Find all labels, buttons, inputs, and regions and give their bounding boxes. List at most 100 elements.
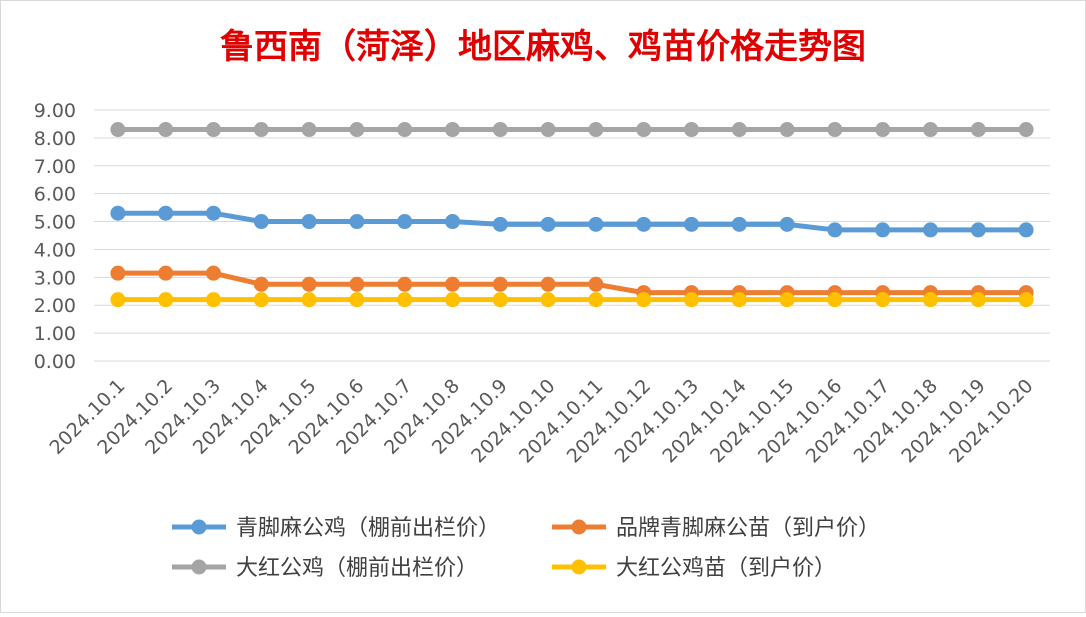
- data-point: [923, 122, 938, 138]
- data-point: [206, 205, 221, 221]
- legend-entry: 品牌青脚麻公苗（到户价）: [552, 516, 880, 541]
- data-point: [349, 292, 365, 308]
- data-point: [206, 292, 221, 308]
- data-point: [540, 292, 556, 308]
- data-point: [397, 214, 413, 230]
- y-tick-label: 0.00: [34, 351, 76, 373]
- gridlines: [94, 109, 1050, 362]
- y-tick-label: 5.00: [34, 212, 76, 234]
- data-point: [970, 122, 986, 138]
- y-tick-label: 6.00: [34, 184, 76, 206]
- data-point: [253, 276, 269, 292]
- data-point: [636, 122, 652, 138]
- data-point: [970, 292, 986, 308]
- y-tick-label: 9.00: [34, 100, 76, 122]
- y-tick-label: 7.00: [34, 156, 76, 178]
- data-point: [1018, 122, 1034, 138]
- legend-entry: 青脚麻公鸡（棚前出栏价）: [172, 516, 500, 541]
- legend-swatch-marker: [571, 559, 587, 575]
- data-point: [923, 292, 938, 308]
- data-point: [779, 292, 795, 308]
- data-point: [349, 214, 365, 230]
- data-point: [684, 122, 699, 138]
- data-point: [301, 122, 317, 138]
- data-point: [827, 222, 843, 238]
- data-point: [301, 214, 317, 230]
- data-point: [731, 216, 747, 232]
- y-tick-label: 1.00: [34, 323, 76, 345]
- data-point: [110, 292, 126, 308]
- data-point: [158, 265, 174, 281]
- data-point: [540, 122, 556, 138]
- data-point: [349, 122, 365, 138]
- series-2: [110, 122, 1034, 138]
- data-point: [492, 276, 508, 292]
- data-point: [923, 222, 938, 238]
- data-point: [110, 205, 126, 221]
- data-point: [875, 122, 891, 138]
- data-point: [445, 276, 460, 292]
- chart-title: 鲁西南（菏泽）地区麻鸡、鸡苗价格走势图: [220, 27, 866, 67]
- data-point: [684, 292, 699, 308]
- data-point: [636, 292, 652, 308]
- y-tick-label: 4.00: [34, 239, 76, 261]
- y-tick-label: 2.00: [34, 295, 76, 317]
- data-point: [158, 292, 174, 308]
- data-point: [206, 122, 221, 138]
- series-0: [110, 205, 1034, 238]
- data-point: [588, 216, 604, 232]
- legend-swatch-marker: [191, 559, 207, 575]
- legend-entry: 大红公鸡（棚前出栏价）: [172, 556, 478, 581]
- data-point: [731, 292, 747, 308]
- data-point: [779, 216, 795, 232]
- legend-swatch-marker: [571, 519, 587, 535]
- y-axis-tick-labels: 0.00 1.00 2.00 3.00 4.00 5.00 6.00 7.00 8.00 9.00: [34, 100, 76, 373]
- data-point: [779, 122, 795, 138]
- data-point: [1018, 222, 1034, 238]
- data-point: [445, 214, 460, 230]
- data-point: [253, 122, 269, 138]
- data-point: [492, 292, 508, 308]
- data-point: [588, 292, 604, 308]
- data-point: [158, 122, 174, 138]
- data-point: [875, 222, 891, 238]
- series-line: [117, 270, 1027, 296]
- data-point: [301, 276, 317, 292]
- legend-label: 大红公鸡（棚前出栏价）: [236, 556, 478, 581]
- data-point: [110, 265, 126, 281]
- data-point: [253, 214, 269, 230]
- legend-label: 品牌青脚麻公苗（到户价）: [616, 516, 880, 541]
- legend-label: 青脚麻公鸡（棚前出栏价）: [236, 516, 500, 541]
- series-line: [117, 210, 1027, 233]
- data-point: [110, 122, 126, 138]
- series-lines: [110, 122, 1034, 308]
- legend: 青脚麻公鸡（棚前出栏价） 品牌青脚麻公苗（到户价） 大红公鸡（棚前出栏价） 大红公鸡苗…: [172, 516, 880, 581]
- data-point: [731, 122, 747, 138]
- data-point: [397, 276, 413, 292]
- data-point: [492, 216, 508, 232]
- data-point: [445, 292, 460, 308]
- y-tick-label: 3.00: [34, 267, 76, 289]
- data-point: [206, 265, 221, 281]
- data-point: [540, 276, 556, 292]
- data-point: [492, 122, 508, 138]
- y-tick-label: 8.00: [34, 128, 76, 150]
- data-point: [684, 216, 699, 232]
- data-point: [970, 222, 986, 238]
- legend-entry: 大红公鸡苗（到户价）: [552, 556, 836, 581]
- data-point: [158, 205, 174, 221]
- data-point: [540, 216, 556, 232]
- data-point: [397, 292, 413, 308]
- data-point: [1018, 292, 1034, 308]
- data-point: [588, 122, 604, 138]
- legend-swatch-marker: [191, 519, 207, 535]
- data-point: [827, 122, 843, 138]
- data-point: [397, 122, 413, 138]
- legend-label: 大红公鸡苗（到户价）: [616, 556, 836, 581]
- data-point: [636, 216, 652, 232]
- data-point: [875, 292, 891, 308]
- data-point: [301, 292, 317, 308]
- data-point: [349, 276, 365, 292]
